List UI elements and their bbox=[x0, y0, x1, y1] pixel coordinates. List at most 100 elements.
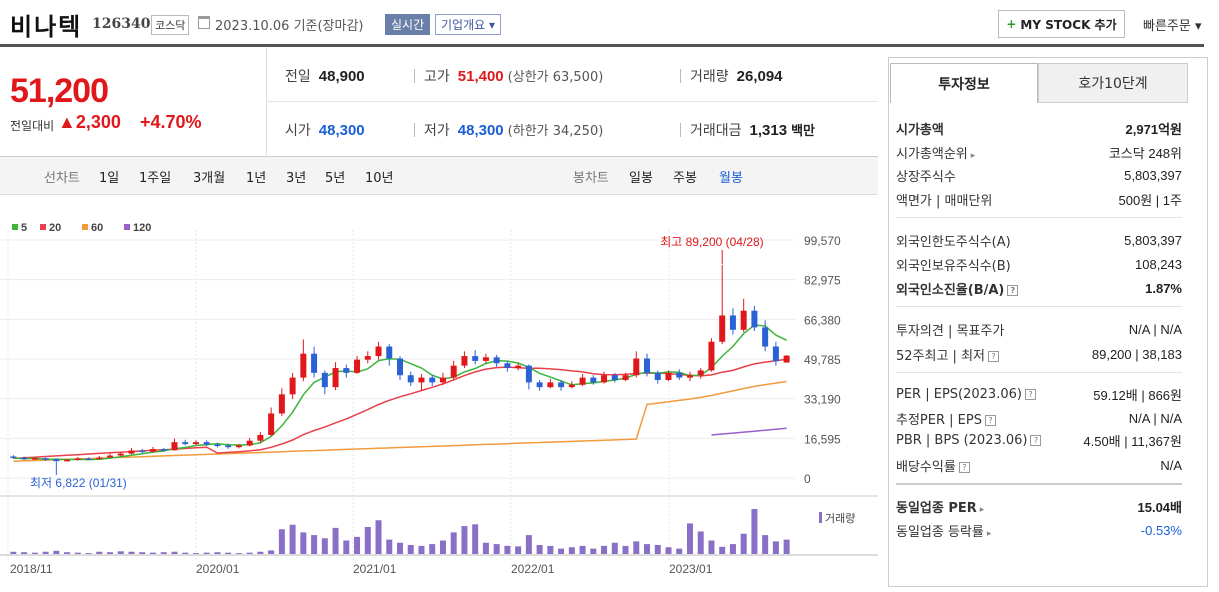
help-icon[interactable]: ? bbox=[1024, 388, 1036, 400]
y-tick-label: 0 bbox=[804, 472, 811, 486]
candle-body bbox=[568, 384, 575, 388]
volume-bar bbox=[558, 548, 565, 554]
volume-bar bbox=[622, 545, 629, 554]
row-value: 5,803,397 bbox=[1124, 232, 1182, 248]
quick-order-button[interactable]: 빠른주문 ▾ bbox=[1143, 19, 1202, 34]
candle-body bbox=[386, 346, 393, 359]
volume-bar bbox=[450, 532, 457, 554]
row-value: 108,243 bbox=[1135, 256, 1182, 272]
legend-label: 5 bbox=[21, 222, 27, 234]
row-industry-change[interactable]: 동일업종 등락률 ▸ -0.53% bbox=[896, 519, 1182, 541]
volume-bar bbox=[525, 535, 532, 554]
candle-body bbox=[192, 442, 199, 445]
candle-body bbox=[644, 358, 651, 373]
candle-body bbox=[547, 382, 554, 388]
period-1y[interactable]: 1년 bbox=[246, 171, 267, 186]
row-market-cap-rank[interactable]: 시가총액순위 ▸ 코스닥 248위 bbox=[896, 141, 1182, 163]
x-tick-label: 2023/01 bbox=[669, 562, 713, 576]
high-annotation: 최고 89,200 (04/28) bbox=[660, 235, 763, 249]
x-tick-label: 2021/01 bbox=[353, 562, 397, 576]
prev-close: 전일 48,900 bbox=[285, 66, 365, 86]
tab-orderbook[interactable]: 호가10단계 bbox=[1038, 63, 1188, 103]
volume-bar bbox=[633, 541, 640, 554]
candle-weekly[interactable]: 주봉 bbox=[673, 171, 697, 186]
low-annotation: 최저 6,822 (01/31) bbox=[30, 476, 127, 490]
candle-body bbox=[590, 377, 597, 383]
help-icon[interactable]: ? bbox=[1007, 284, 1019, 296]
candle-body bbox=[96, 457, 103, 460]
row-foreign-limit: 외국인한도주식수(A) 5,803,397 bbox=[896, 229, 1182, 251]
arrow-right-icon: ▸ bbox=[979, 504, 985, 515]
row-key: PER | EPS(2023.06) bbox=[896, 386, 1022, 402]
period-5y[interactable]: 5년 bbox=[325, 171, 346, 186]
candle-body bbox=[53, 459, 60, 462]
row-foreign-holding: 외국인보유주식수(B) 108,243 bbox=[896, 253, 1182, 275]
plus-icon: + bbox=[1006, 17, 1017, 31]
row-key: 액면가 | 매매단위 bbox=[896, 193, 993, 209]
period-3y[interactable]: 3년 bbox=[286, 171, 307, 186]
mystock-add-button[interactable]: + MY STOCK 추가 bbox=[998, 10, 1125, 38]
candle-body bbox=[332, 368, 339, 388]
row-value: 500원 | 1주 bbox=[1118, 192, 1182, 208]
help-icon[interactable]: ? bbox=[1030, 434, 1042, 446]
row-value: 5,803,397 bbox=[1124, 167, 1182, 183]
volume-bar bbox=[364, 527, 371, 554]
price-chart[interactable]: 99,570 82,975 66,380 49,785 33,190 16,595 0 5 20… bbox=[0, 200, 878, 588]
low-value: 48,300 bbox=[457, 122, 504, 139]
volume-bar bbox=[386, 539, 393, 554]
row-value: 1.87% bbox=[1145, 280, 1182, 296]
y-tick-label: 66,380 bbox=[804, 313, 841, 327]
legend-label: 20 bbox=[49, 222, 61, 234]
divider bbox=[414, 123, 415, 137]
realtime-button[interactable]: 실시간 bbox=[385, 14, 431, 35]
candle-body bbox=[429, 377, 436, 383]
volume-bar bbox=[332, 527, 339, 554]
company-overview-button[interactable]: 기업개요 ▾ bbox=[435, 14, 501, 35]
period-1d[interactable]: 1일 bbox=[99, 171, 120, 186]
period-10y[interactable]: 10년 bbox=[365, 171, 394, 186]
help-icon[interactable]: ? bbox=[988, 350, 999, 362]
help-icon[interactable]: ? bbox=[984, 414, 996, 426]
tab-investment-info[interactable]: 투자정보 bbox=[890, 63, 1038, 103]
volume-legend-label: 거래량 bbox=[825, 512, 855, 525]
volume-bar bbox=[644, 544, 651, 554]
legend-swatch bbox=[82, 224, 88, 230]
price-panel: 51,200 전일대비 ▲2,300 +4.70% 전일 48,900 고가 51,… bbox=[0, 47, 878, 157]
row-value: 15.04배 bbox=[1137, 499, 1183, 515]
candle-body bbox=[278, 394, 285, 414]
y-tick-label: 49,785 bbox=[804, 353, 841, 367]
volume-bar bbox=[311, 535, 318, 554]
period-3m[interactable]: 3개월 bbox=[193, 171, 226, 186]
legend-swatch bbox=[40, 224, 46, 230]
volume-bar bbox=[515, 546, 522, 554]
prev-close-label: 전일 bbox=[285, 69, 311, 85]
row-per-eps: PER | EPS(2023.06)? 59.12배 | 866원 bbox=[896, 383, 1182, 405]
volume-bar bbox=[42, 551, 49, 554]
candle-body bbox=[225, 445, 232, 448]
volume-bar bbox=[772, 541, 779, 554]
x-tick-label: 2020/01 bbox=[196, 562, 240, 576]
volume-bar bbox=[482, 542, 489, 554]
lower-limit: (하한가 34,250) bbox=[507, 124, 604, 139]
row-value: -0.53% bbox=[1140, 522, 1182, 538]
candle-daily[interactable]: 일봉 bbox=[629, 171, 653, 186]
volume-bar bbox=[21, 552, 28, 554]
row-value: 코스닥 248위 bbox=[1108, 145, 1182, 161]
candle-body bbox=[21, 457, 28, 460]
row-industry-per[interactable]: 동일업종 PER ▸ 15.04배 bbox=[896, 495, 1182, 517]
candle-body bbox=[665, 372, 672, 380]
help-icon[interactable]: ? bbox=[958, 461, 970, 473]
y-tick-label: 16,595 bbox=[804, 432, 841, 446]
candle-body bbox=[343, 368, 350, 373]
period-1w[interactable]: 1주일 bbox=[139, 171, 172, 186]
volume-bar bbox=[783, 539, 790, 554]
row-key: 외국인소진율(B/A) bbox=[896, 282, 1005, 298]
ma120-line bbox=[711, 427, 787, 436]
volume-bar bbox=[708, 540, 715, 554]
candle-body bbox=[354, 359, 361, 373]
volume-bar bbox=[601, 545, 608, 554]
row-listed-shares: 상장주식수 5,803,397 bbox=[896, 164, 1182, 186]
row-value: 2,971억원 bbox=[1125, 121, 1182, 137]
volume-bar bbox=[762, 535, 769, 554]
candle-monthly[interactable]: 월봉 bbox=[719, 171, 743, 186]
